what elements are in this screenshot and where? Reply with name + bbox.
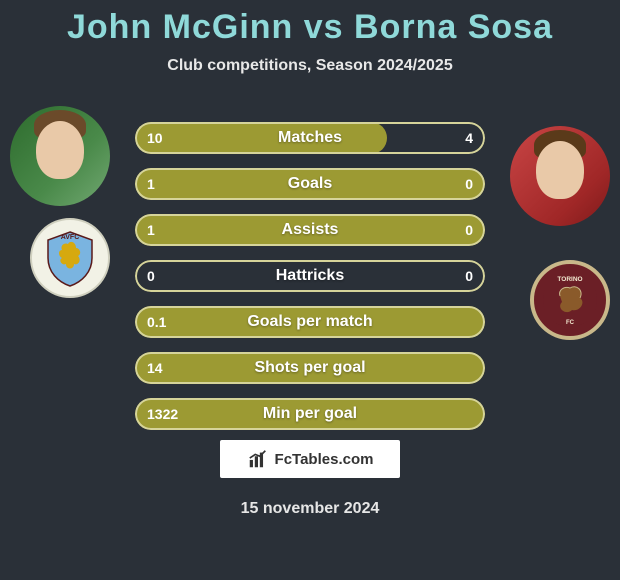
brand-text: FcTables.com bbox=[275, 451, 374, 468]
stat-label: Assists bbox=[135, 214, 485, 246]
stat-label: Min per goal bbox=[135, 398, 485, 430]
comparison-date: 15 november 2024 bbox=[0, 500, 620, 518]
player-right-avatar bbox=[510, 126, 610, 226]
comparison-title: John McGinn vs Borna Sosa bbox=[0, 0, 620, 47]
player-left-avatar bbox=[10, 106, 110, 206]
stat-row: 10Assists bbox=[135, 214, 485, 246]
stat-row: 0.1Goals per match bbox=[135, 306, 485, 338]
stat-row: 14Shots per goal bbox=[135, 352, 485, 384]
stat-row: 00Hattricks bbox=[135, 260, 485, 292]
crest-text: AVFC bbox=[61, 234, 80, 241]
stat-row: 104Matches bbox=[135, 122, 485, 154]
stat-label: Shots per goal bbox=[135, 352, 485, 384]
club-left-crest: AVFC bbox=[30, 218, 110, 298]
stat-label: Matches bbox=[135, 122, 485, 154]
stat-label: Goals per match bbox=[135, 306, 485, 338]
club-right-crest: TORINO FC bbox=[530, 260, 610, 340]
stat-row: 10Goals bbox=[135, 168, 485, 200]
crest-icon: AVFC bbox=[40, 228, 100, 288]
avatar-head bbox=[536, 141, 584, 199]
stat-label: Goals bbox=[135, 168, 485, 200]
crest-icon: TORINO FC bbox=[540, 270, 600, 330]
crest-text: TORINO bbox=[557, 276, 582, 283]
brand-badge: FcTables.com bbox=[220, 440, 400, 478]
stat-label: Hattricks bbox=[135, 260, 485, 292]
bars-chart-icon bbox=[247, 448, 269, 470]
stat-row: 1322Min per goal bbox=[135, 398, 485, 430]
avatar-head bbox=[36, 121, 84, 179]
crest-text: FC bbox=[566, 320, 575, 326]
comparison-subtitle: Club competitions, Season 2024/2025 bbox=[0, 57, 620, 75]
stats-bars: 104Matches 10Goals 10Assists 00Hattricks 0.1… bbox=[135, 122, 485, 444]
